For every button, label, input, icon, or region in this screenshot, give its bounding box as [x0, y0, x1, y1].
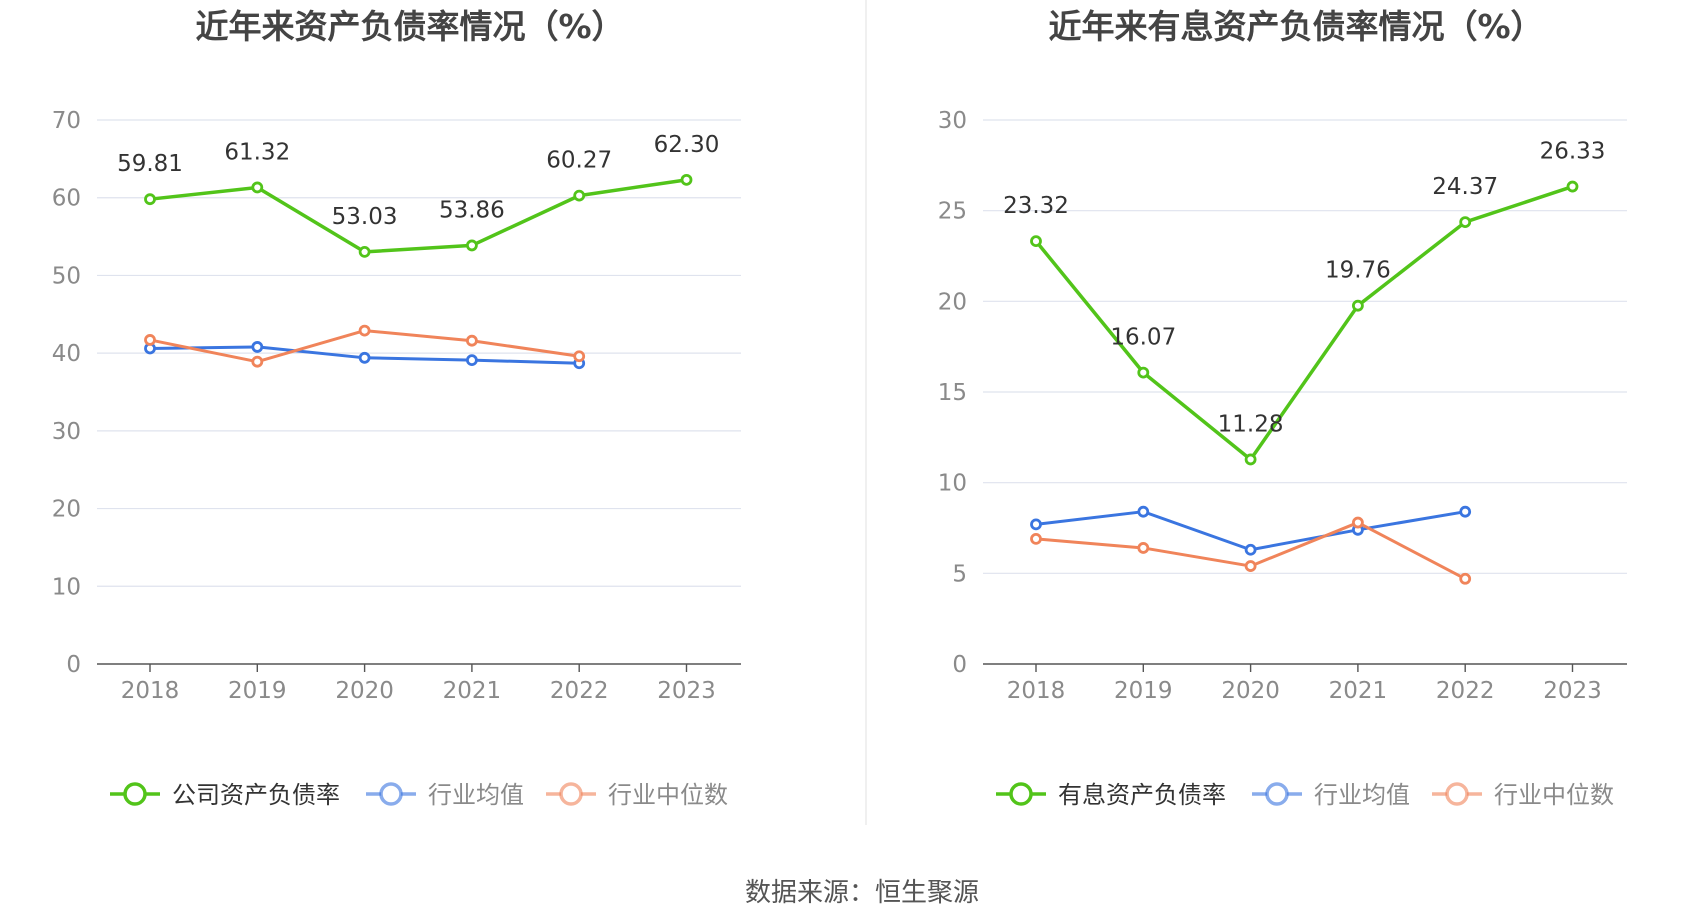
data-point [573, 350, 586, 363]
legend-marker [123, 782, 147, 806]
y-tick-label: 60 [52, 186, 81, 212]
data-source: 数据来源：恒生聚源 [745, 878, 979, 908]
data-point [251, 181, 264, 194]
data-point [1137, 366, 1150, 379]
data-point [1459, 505, 1472, 518]
data-point [1459, 572, 1472, 585]
data-point [1352, 299, 1364, 312]
legend-marker [1445, 782, 1469, 806]
data-point [1030, 235, 1042, 248]
y-tick-label: 20 [938, 289, 967, 315]
data-label: 11.28 [1218, 411, 1284, 437]
y-tick-label: 10 [938, 471, 967, 497]
y-tick-label: 5 [952, 561, 967, 587]
legend-marker [559, 782, 583, 806]
legend-label: 公司资产负债率 [172, 781, 340, 809]
data-label: 53.86 [439, 197, 505, 223]
data-point [465, 239, 478, 252]
legend-marker [1009, 782, 1033, 806]
y-tick-label: 10 [52, 574, 81, 600]
y-tick-label: 15 [938, 380, 967, 406]
data-point [358, 324, 371, 337]
series-line-0 [1034, 184, 1574, 462]
data-point [358, 245, 371, 258]
series-line-0 [149, 178, 687, 254]
y-tick-label: 20 [52, 497, 81, 523]
data-label: 62.30 [654, 132, 720, 158]
data-point [1459, 216, 1472, 228]
debt-ratio-chart: 近年来资产负债率情况（%） 0 10 20 30 40 50 60 70 2018 2019 2020… [52, 7, 741, 809]
data-point [1030, 518, 1042, 531]
legend-label: 行业均值 [428, 781, 524, 809]
data-point [358, 351, 371, 364]
data-point [1244, 543, 1257, 556]
legend-label: 行业均值 [1314, 781, 1410, 809]
x-tick-label: 2021 [443, 678, 502, 704]
data-point [1566, 180, 1579, 193]
data-point [465, 354, 478, 367]
chart-title: 近年来资产负债率情况（%） [195, 7, 624, 46]
y-tick-label: 30 [938, 108, 967, 134]
data-point [1244, 453, 1257, 466]
x-tick-label: 2020 [1221, 678, 1280, 704]
data-point [573, 189, 586, 202]
data-point [1137, 542, 1150, 554]
x-tick-label: 2023 [1543, 678, 1602, 704]
x-tick-label: 2018 [121, 678, 180, 704]
y-tick-label: 30 [52, 419, 81, 445]
data-point [251, 355, 264, 368]
x-tick-label: 2023 [657, 678, 716, 704]
data-point [1352, 516, 1364, 529]
data-label: 19.76 [1325, 258, 1391, 284]
x-tick-label: 2018 [1007, 678, 1066, 704]
data-point [465, 334, 478, 347]
interest-debt-ratio-chart: 近年来有息资产负债率情况（%） 0 5 10 15 20 25 30 2018 2019 2020 2… [938, 7, 1627, 809]
data-point [144, 334, 156, 346]
data-point [1137, 505, 1150, 518]
legend-label: 有息资产负债率 [1058, 781, 1226, 809]
data-label: 26.33 [1540, 139, 1606, 165]
y-tick-label: 40 [52, 341, 81, 367]
data-label: 59.81 [117, 151, 183, 177]
data-label: 53.03 [332, 204, 398, 230]
data-point [144, 193, 156, 206]
x-tick-label: 2021 [1329, 678, 1388, 704]
data-label: 24.37 [1432, 174, 1498, 200]
legend-label: 行业中位数 [608, 781, 728, 809]
legend-marker [1265, 782, 1289, 806]
y-tick-label: 0 [952, 652, 967, 678]
data-label: 60.27 [546, 148, 612, 174]
data-point [251, 341, 264, 353]
data-point [1030, 532, 1042, 545]
x-tick-label: 2020 [335, 678, 394, 704]
data-label: 16.07 [1110, 325, 1176, 351]
chart-title: 近年来有息资产负债率情况（%） [1048, 7, 1543, 46]
data-point [1244, 560, 1257, 572]
y-tick-label: 25 [938, 199, 967, 225]
x-tick-label: 2019 [1114, 678, 1173, 704]
legend-marker [379, 782, 403, 806]
x-tick-label: 2019 [228, 678, 287, 704]
x-tick-label: 2022 [550, 678, 609, 704]
data-point [680, 173, 693, 186]
y-tick-label: 50 [52, 263, 81, 289]
x-tick-label: 2022 [1436, 678, 1495, 704]
data-label: 61.32 [224, 139, 290, 165]
legend-label: 行业中位数 [1494, 781, 1614, 809]
y-tick-label: 70 [52, 108, 81, 134]
data-label: 23.32 [1003, 193, 1069, 219]
y-tick-label: 0 [66, 652, 81, 678]
